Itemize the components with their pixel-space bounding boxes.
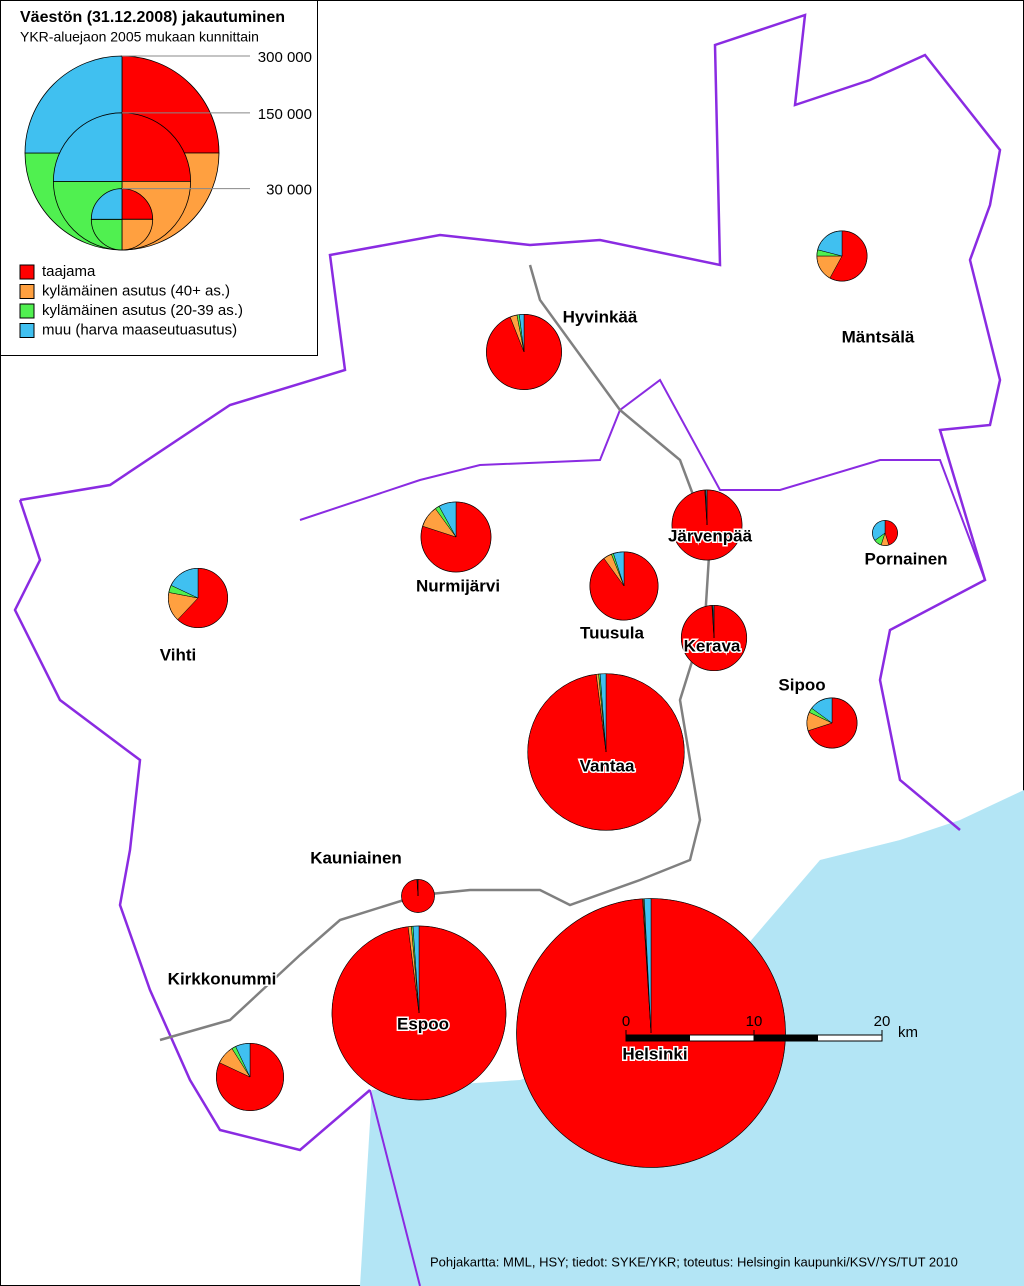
municipality-label: Vihti <box>160 645 197 664</box>
border <box>369 1089 421 1286</box>
title: Väestön (31.12.2008) jakautuminen <box>20 9 285 26</box>
legend-swatch <box>19 303 35 319</box>
legend-swatch <box>19 323 35 338</box>
scale-label: 10 <box>746 1013 763 1030</box>
border <box>299 378 986 581</box>
legend-label: taajama <box>42 263 96 280</box>
pie-slice <box>884 520 898 546</box>
municipality-label: Järvenpää <box>668 526 753 545</box>
pie-slice <box>438 501 457 538</box>
pie-slice <box>177 568 228 628</box>
legend-size-quadrant <box>90 188 123 220</box>
scale-label: 20 <box>874 1013 891 1030</box>
legend-swatch <box>19 264 35 280</box>
pie-slice <box>712 605 715 639</box>
municipality-label: Vantaa <box>580 756 635 775</box>
pie-slice <box>613 551 625 587</box>
credits: Pohjakartta: MML, HSY; tiedot: SYKE/YKR;… <box>430 1254 958 1269</box>
scale-segment <box>754 1035 818 1041</box>
legend-size-quadrant <box>53 112 123 182</box>
municipality-label: Mäntsälä <box>842 327 915 346</box>
pie-slice <box>519 314 525 353</box>
legend-size-quadrant <box>121 218 154 251</box>
municipality-label: Helsinki <box>622 1044 687 1063</box>
legend-swatch <box>19 284 35 299</box>
municipality-label: Kerava <box>684 636 741 655</box>
pie-slice <box>170 568 199 599</box>
legend-label: kylämäinen asutus (20-39 as.) <box>42 302 243 319</box>
legend-label: muu (harva maaseutuasutus) <box>42 321 237 338</box>
scale-label: 0 <box>622 1013 630 1030</box>
pie-slice <box>829 230 868 282</box>
legend-label: kylämäinen asutus (40+ as.) <box>42 282 230 299</box>
municipality-label: Espoo <box>397 1014 449 1033</box>
railway <box>159 264 712 1042</box>
pie-slice <box>599 673 607 753</box>
scale-segment <box>626 1035 690 1041</box>
legend-size-label: 30 000 <box>266 182 312 199</box>
pie-slice <box>817 230 843 257</box>
municipality-label: Kirkkonummi <box>168 969 277 988</box>
municipality-label: Hyvinkää <box>563 307 638 326</box>
pie-slice <box>412 925 420 1014</box>
scale-unit: km <box>898 1024 918 1041</box>
legend-size-label: 150 000 <box>258 106 312 123</box>
legend-size-quadrant <box>121 112 191 182</box>
border <box>13 499 371 1152</box>
municipality-label: Nurmijärvi <box>416 576 500 595</box>
subtitle: YKR-aluejaon 2005 mukaan kunnittain <box>20 29 259 45</box>
pie-slice <box>872 520 886 541</box>
pie-slice <box>235 1043 251 1078</box>
pie-slice <box>705 489 708 526</box>
pie-slice <box>643 898 652 1034</box>
legend-size-quadrant <box>90 218 123 251</box>
pie-slice <box>417 879 419 897</box>
legend-size-label: 300 000 <box>258 49 312 66</box>
municipality-label: Kauniainen <box>310 848 402 867</box>
municipality-label: Sipoo <box>778 675 825 694</box>
municipality-label: Pornainen <box>864 549 947 568</box>
pie-slice <box>811 697 833 724</box>
municipality-label: Tuusula <box>580 623 644 642</box>
pie-slice <box>807 697 858 749</box>
